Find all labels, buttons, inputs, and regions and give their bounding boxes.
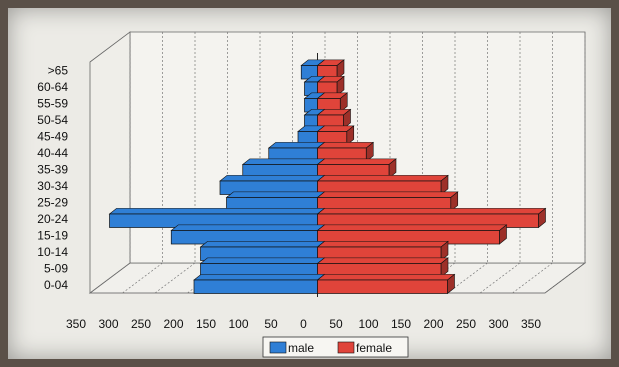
legend-swatch-male xyxy=(269,341,287,354)
legend-box xyxy=(262,336,409,358)
x-tick-label: 350 xyxy=(521,317,541,331)
x-tick-label: 250 xyxy=(131,317,151,331)
bar-female-55-59 xyxy=(316,92,349,113)
floor-grid-line xyxy=(512,262,553,294)
bar-male-15-19-top xyxy=(170,224,326,231)
floor-grid-line xyxy=(479,262,521,294)
bar-male-25-29-top xyxy=(225,191,326,198)
bar-female-5-09-top xyxy=(316,257,449,264)
y-tick-label: 30-34 xyxy=(37,179,68,193)
bar-male-35-39-top xyxy=(241,158,326,165)
bar-female-20-24 xyxy=(316,207,547,229)
bar-female-0-04-front xyxy=(317,279,448,294)
x-tick-label: 50 xyxy=(329,317,343,331)
bar-female-5-09 xyxy=(316,257,449,278)
bar-male-30-34 xyxy=(219,174,326,196)
y-tick-label: 35-39 xyxy=(37,162,68,176)
bar-female-0-04-top xyxy=(316,274,456,281)
floor-grid-line xyxy=(89,262,131,294)
floor-grid-line xyxy=(122,262,163,294)
bar-female->65 xyxy=(316,59,345,80)
bar-female-45-49 xyxy=(316,125,355,146)
x-tick-label: 50 xyxy=(264,317,278,331)
y-tick-label: 25-29 xyxy=(37,195,68,209)
bar-female-20-24-top xyxy=(316,208,547,215)
x-tick-label: 200 xyxy=(423,317,443,331)
y-tick-label: 45-49 xyxy=(37,129,68,143)
y-tick-label: 10-14 xyxy=(37,245,68,259)
x-tick-label: 250 xyxy=(456,317,476,331)
legend: male female xyxy=(262,336,409,358)
y-tick-label: 60-64 xyxy=(37,80,68,94)
floor-grid-line xyxy=(544,262,586,294)
legend-label-female: female xyxy=(356,341,392,355)
y-tick-label: 40-44 xyxy=(37,146,68,160)
y-tick-label: 55-59 xyxy=(37,96,68,110)
bar-female-50-54 xyxy=(316,108,352,130)
x-axis-tick-labels: 350 300 250 200 150 100 50 0 50 100 150 200 250 300 35… xyxy=(66,317,541,331)
y-axis-tick-labels: 0-04 5-09 10-14 15-19 20-24 25-29 30-34 35-39 40… xyxy=(37,63,68,292)
x-tick-label: 300 xyxy=(488,317,508,331)
bar-female-10-14-top xyxy=(316,241,449,248)
bar-group xyxy=(108,59,547,295)
bar-female-40-44 xyxy=(316,141,375,163)
x-tick-label: 150 xyxy=(196,317,216,331)
bar-male-0-04 xyxy=(193,273,326,295)
side-wall xyxy=(89,31,131,294)
bar-female-15-19-top xyxy=(316,224,508,231)
bar-male-5-09-top xyxy=(199,257,326,264)
bar-female-10-14 xyxy=(316,240,449,262)
bar-male-20-24-top xyxy=(108,208,326,215)
bar-female-25-29-top xyxy=(316,191,459,198)
bar-female-0-04 xyxy=(316,273,456,295)
bar-male-10-14-top xyxy=(199,241,326,248)
x-tick-label: 200 xyxy=(163,317,183,331)
x-tick-label: 0 xyxy=(300,317,307,331)
bar-male-30-34-top xyxy=(219,175,326,182)
bar-female-40-44-top xyxy=(316,142,375,149)
bar-male-40-44-top xyxy=(267,142,326,149)
x-tick-label: 100 xyxy=(228,317,248,331)
y-tick-label: 5-09 xyxy=(44,261,68,275)
bar-male-0-04-front xyxy=(193,279,318,294)
bar-female-60-64 xyxy=(316,75,345,97)
bar-female-25-29 xyxy=(316,191,459,212)
y-tick-label: 0-04 xyxy=(44,278,68,292)
y-tick-label: >65 xyxy=(48,63,69,77)
x-tick-label: 150 xyxy=(391,317,411,331)
bar-female-30-34-top xyxy=(316,175,449,182)
y-tick-label: 20-24 xyxy=(37,212,68,226)
x-tick-label: 100 xyxy=(358,317,378,331)
bar-male-0-04-top xyxy=(193,274,326,281)
y-tick-label: 50-54 xyxy=(37,113,68,127)
x-tick-label: 300 xyxy=(98,317,118,331)
legend-label-male: male xyxy=(288,341,314,355)
bar-female-35-39 xyxy=(316,158,397,179)
floor-grid-line xyxy=(154,262,196,294)
legend-swatch-female xyxy=(337,341,355,354)
bar-female-35-39-top xyxy=(316,158,397,165)
y-tick-label: 15-19 xyxy=(37,228,68,242)
x-tick-label: 350 xyxy=(66,317,86,331)
